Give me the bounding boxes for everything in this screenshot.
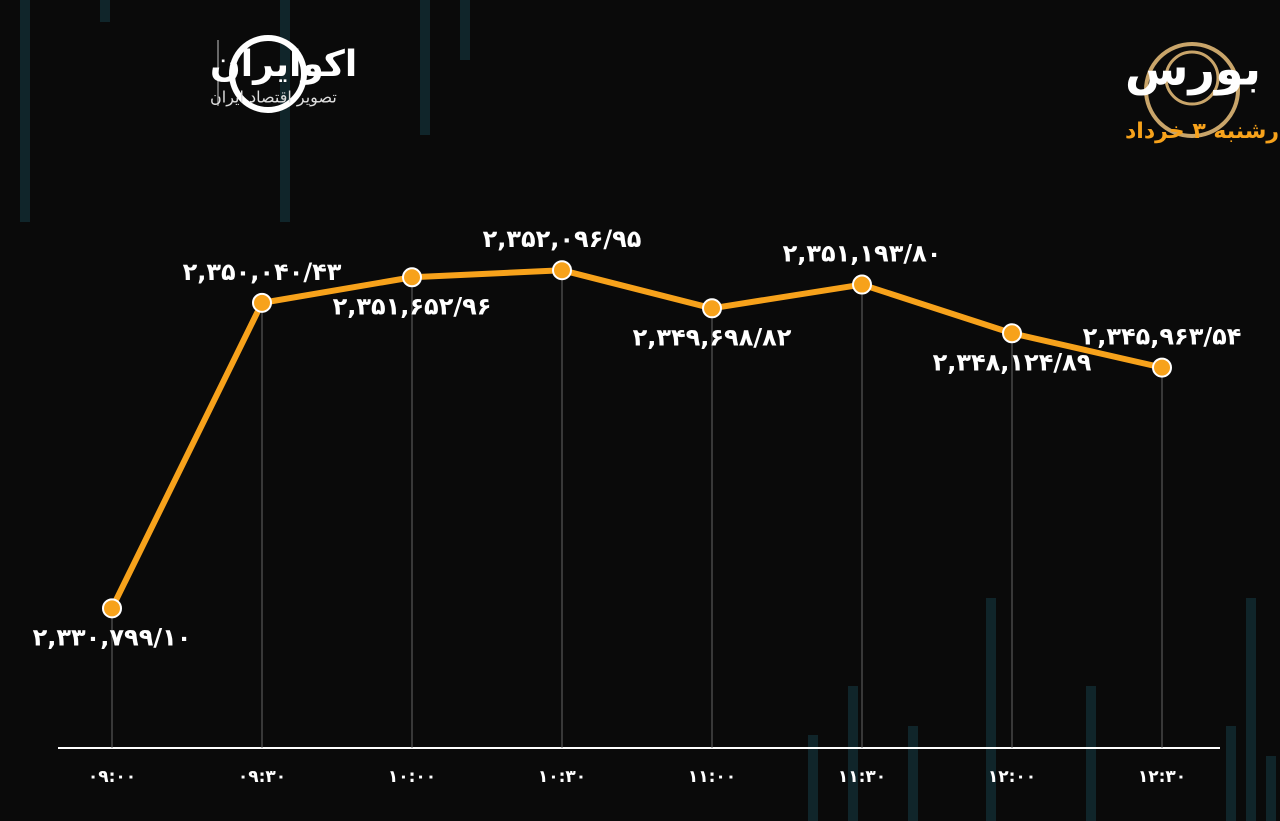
background-bars [20,0,1276,821]
chart-subtitle: چهارشنبه ۳ خرداد [1125,119,1280,144]
value-label: ۲,۳۵۰,۰۴۰/۴۳ [183,258,342,286]
data-point [552,260,572,281]
data-point [102,598,122,619]
x-tick-label: ۱۰:۰۰ [388,767,436,787]
brand-name: اکوایران [210,44,357,85]
data-point [1152,357,1172,378]
data-point [252,292,272,313]
data-point [402,267,422,288]
x-tick-label: ۱۱:۳۰ [838,767,886,787]
emblem-inner [1164,50,1220,106]
chart-title: روند شاخص کل بورس [1125,42,1280,96]
value-label: ۲,۳۳۰,۷۹۹/۱۰ [33,623,192,651]
x-tick-label: ۰۹:۰۰ [88,767,136,787]
series-line [109,267,1163,610]
data-point [1002,323,1022,344]
x-tick-label: ۰۹:۳۰ [238,767,286,787]
x-tick-label: ۱۲:۳۰ [1138,767,1186,787]
brand-tagline: تصویر اقتصاد ایران [210,88,337,108]
x-tick-label: ۱۰:۳۰ [538,767,586,787]
data-point [852,274,872,295]
x-tick-label: ۱۱:۰۰ [688,767,736,787]
value-label: ۲,۳۴۸,۱۲۴/۸۹ [933,348,1092,376]
value-label: ۲,۳۵۲,۰۹۶/۹۵ [483,225,642,253]
value-label: ۲,۳۴۵,۹۶۳/۵۴ [1083,323,1242,351]
x-tick-label: ۱۲:۰۰ [988,767,1036,787]
value-label: ۲,۳۵۱,۱۹۳/۸۰ [783,240,942,268]
emblem [1144,42,1240,138]
value-label: ۲,۳۵۱,۶۵۲/۹۶ [333,292,492,320]
data-point [702,298,722,319]
brand-logo [217,35,307,113]
value-label: ۲,۳۴۹,۶۹۸/۸۲ [633,323,792,351]
